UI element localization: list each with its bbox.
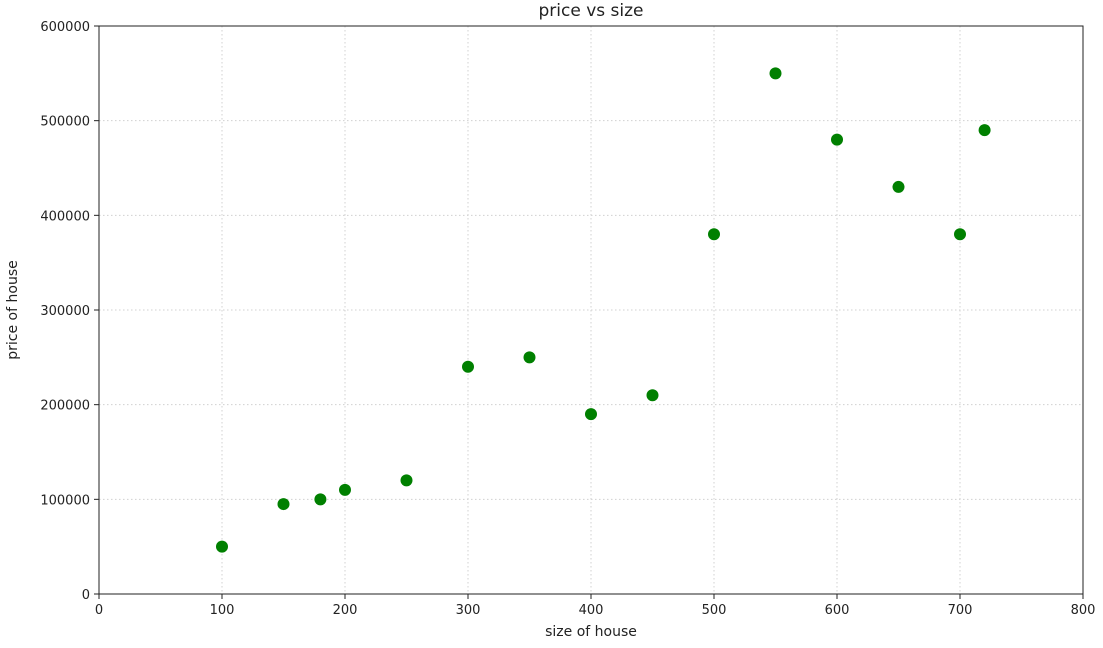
data-point	[462, 360, 474, 373]
x-tick-label: 200	[333, 603, 358, 618]
data-point	[216, 540, 228, 553]
x-tick-label: 600	[825, 603, 850, 618]
y-tick-label: 0	[82, 588, 90, 603]
scatter-plot: 0 100 200 300 400 500 600 700 800 0 100000 200000 30…	[40, 20, 1095, 618]
x-tick-label: 0	[95, 603, 103, 618]
data-point	[831, 133, 843, 146]
data-point	[978, 124, 991, 137]
data-point	[339, 483, 351, 496]
data-point	[892, 180, 905, 193]
x-tick-label: 700	[948, 603, 973, 618]
data-point	[954, 228, 966, 241]
x-tick-label: 100	[210, 603, 235, 618]
y-tick-label: 300000	[40, 304, 90, 319]
x-tick-label: 800	[1071, 603, 1096, 618]
data-point	[708, 228, 720, 241]
x-tick-label: 400	[579, 603, 604, 618]
data-point	[400, 474, 413, 487]
chart-title: price vs size	[538, 1, 644, 21]
data-point	[646, 389, 659, 402]
plot-area: 0 100 200 300 400 500 600 700 800 0 100000 200000 30…	[40, 20, 1095, 618]
data-point	[314, 493, 327, 506]
y-tick-label: 100000	[40, 493, 90, 508]
y-tick-label: 500000	[40, 115, 90, 130]
y-tick-label: 600000	[40, 20, 90, 35]
y-tick-label: 200000	[40, 399, 90, 414]
x-tick-label: 500	[702, 603, 727, 618]
y-tick-label: 400000	[40, 209, 90, 224]
x-axis-label: size of house	[545, 624, 637, 640]
data-point	[585, 408, 597, 421]
data-point	[277, 498, 290, 511]
data-point	[769, 67, 782, 80]
data-point	[523, 351, 536, 364]
y-axis-label: price of house	[5, 260, 21, 360]
x-tick-label: 300	[456, 603, 481, 618]
